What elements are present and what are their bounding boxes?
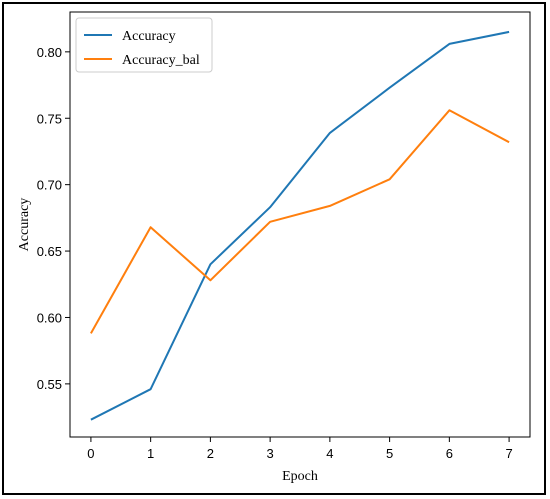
plot-area-frame [69,11,531,438]
series-line-accuracy [90,30,510,421]
legend-label: Accuracy [122,29,176,44]
x-tick-label: 4 [326,446,333,461]
figure-frame [2,2,546,495]
x-axis-title: Epoch [282,469,318,484]
y-tick-label: 0.55 [37,377,62,392]
y-tick-label: 0.60 [37,310,62,325]
legend: Accuracy Accuracy_bal [75,17,213,73]
y-tick-label: 0.70 [37,178,62,193]
x-tick-label: 1 [147,446,154,461]
series-line-accuracy-bal [90,109,510,334]
legend-label: Accuracy_bal [122,53,200,68]
y-tick-label: 0.75 [37,111,62,126]
x-tick-label: 7 [505,446,512,461]
x-tick-label: 0 [87,446,94,461]
y-tick-label: 0.65 [37,244,62,259]
x-tick-label: 3 [267,446,274,461]
x-tick-label: 2 [207,446,214,461]
x-tick-label: 5 [386,446,393,461]
x-tick-label: 6 [446,446,453,461]
ticks: 0 1 2 3 4 5 6 7 0.55 0.60 0.65 0.70 0.75 0.80 [37,45,513,461]
series [90,30,510,421]
y-axis-title: Accuracy [17,198,32,252]
y-tick-label: 0.80 [37,45,62,60]
axes [69,11,531,438]
